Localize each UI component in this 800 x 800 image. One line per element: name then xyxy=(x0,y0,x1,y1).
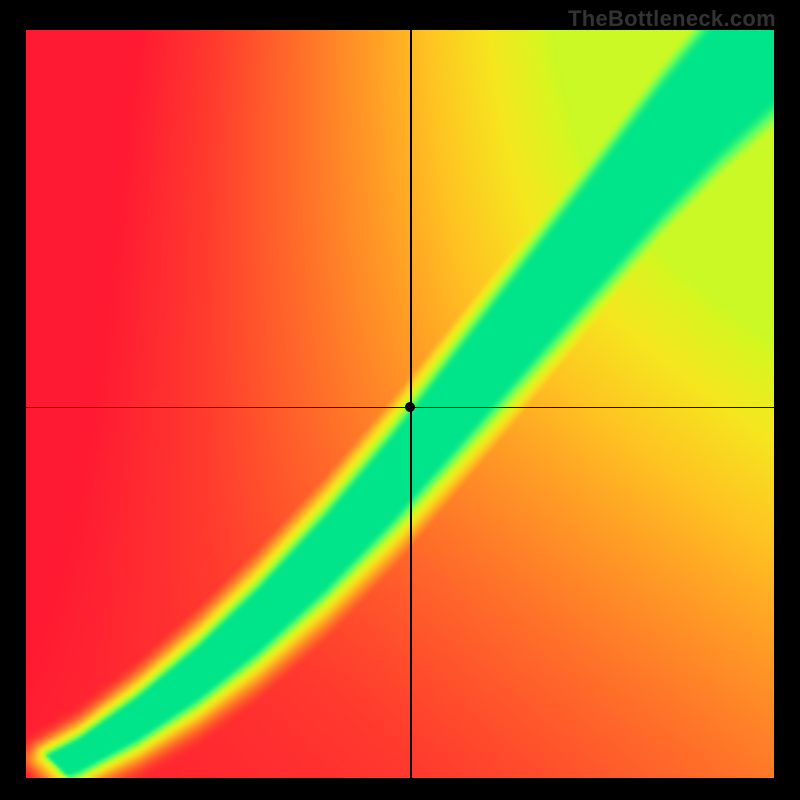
watermark: TheBottleneck.com xyxy=(568,6,776,32)
plot-area xyxy=(26,30,774,778)
crosshair-horizontal xyxy=(26,407,774,409)
operating-point-marker xyxy=(405,402,415,412)
heatmap-canvas xyxy=(26,30,774,778)
